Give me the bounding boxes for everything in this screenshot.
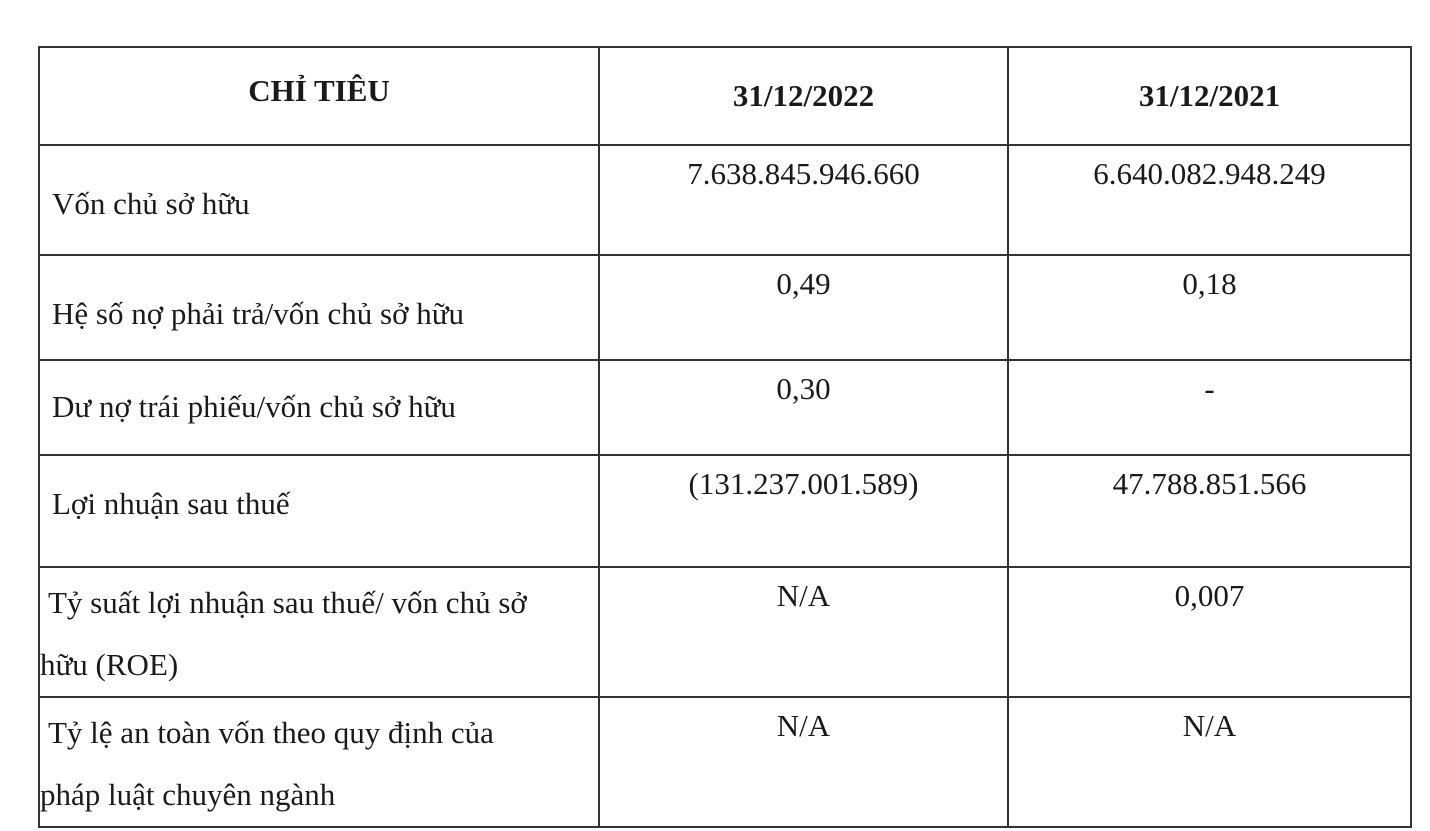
row-label-line2: pháp luật chuyên ngành [40,777,336,812]
header-2021: 31/12/2021 [1007,46,1412,146]
value-2022: N/A [598,566,1009,698]
header-2022: 31/12/2022 [598,46,1009,146]
value-2022: N/A [598,696,1009,828]
value-2022: 7.638.845.946.660 [598,144,1009,256]
row-label: Dư nợ trái phiếu/vốn chủ sở hữu [38,359,600,456]
row-label: Vốn chủ sở hữu [38,144,600,256]
financial-indicators-table: CHỈ TIÊU 31/12/2022 31/12/2021 Vốn chủ s… [38,46,1412,828]
table-row: Tỷ lệ an toàn vốn theo quy định của pháp … [38,696,1412,828]
header-indicator: CHỈ TIÊU [38,46,600,146]
table-row: Tỷ suất lợi nhuận sau thuế/ vốn chủ sở hữ… [38,566,1412,698]
value-2022: (131.237.001.589) [598,454,1009,568]
value-2021: 0,18 [1007,254,1412,361]
row-label: Tỷ lệ an toàn vốn theo quy định của pháp … [38,696,600,828]
value-2021: 47.788.851.566 [1007,454,1412,568]
row-label: Hệ số nợ phải trả/vốn chủ sở hữu [38,254,600,361]
value-2022: 0,49 [598,254,1009,361]
table-row: Lợi nhuận sau thuế (131.237.001.589) 47.… [38,454,1412,568]
value-2021: N/A [1007,696,1412,828]
table-row: Dư nợ trái phiếu/vốn chủ sở hữu 0,30 - [38,359,1412,456]
row-label: Tỷ suất lợi nhuận sau thuế/ vốn chủ sở hữ… [38,566,600,698]
value-2021: - [1007,359,1412,456]
row-label-line1: Tỷ suất lợi nhuận sau thuế/ vốn chủ sở [48,585,527,620]
header-row: CHỈ TIÊU 31/12/2022 31/12/2021 [38,46,1412,146]
row-label-line1: Tỷ lệ an toàn vốn theo quy định của [48,715,494,750]
row-label-line2: hữu (ROE) [40,647,179,682]
value-2022: 0,30 [598,359,1009,456]
value-2021: 0,007 [1007,566,1412,698]
table-row: Vốn chủ sở hữu 7.638.845.946.660 6.640.0… [38,144,1412,256]
row-label: Lợi nhuận sau thuế [38,454,600,568]
value-2021: 6.640.082.948.249 [1007,144,1412,256]
table-row: Hệ số nợ phải trả/vốn chủ sở hữu 0,49 0,… [38,254,1412,361]
